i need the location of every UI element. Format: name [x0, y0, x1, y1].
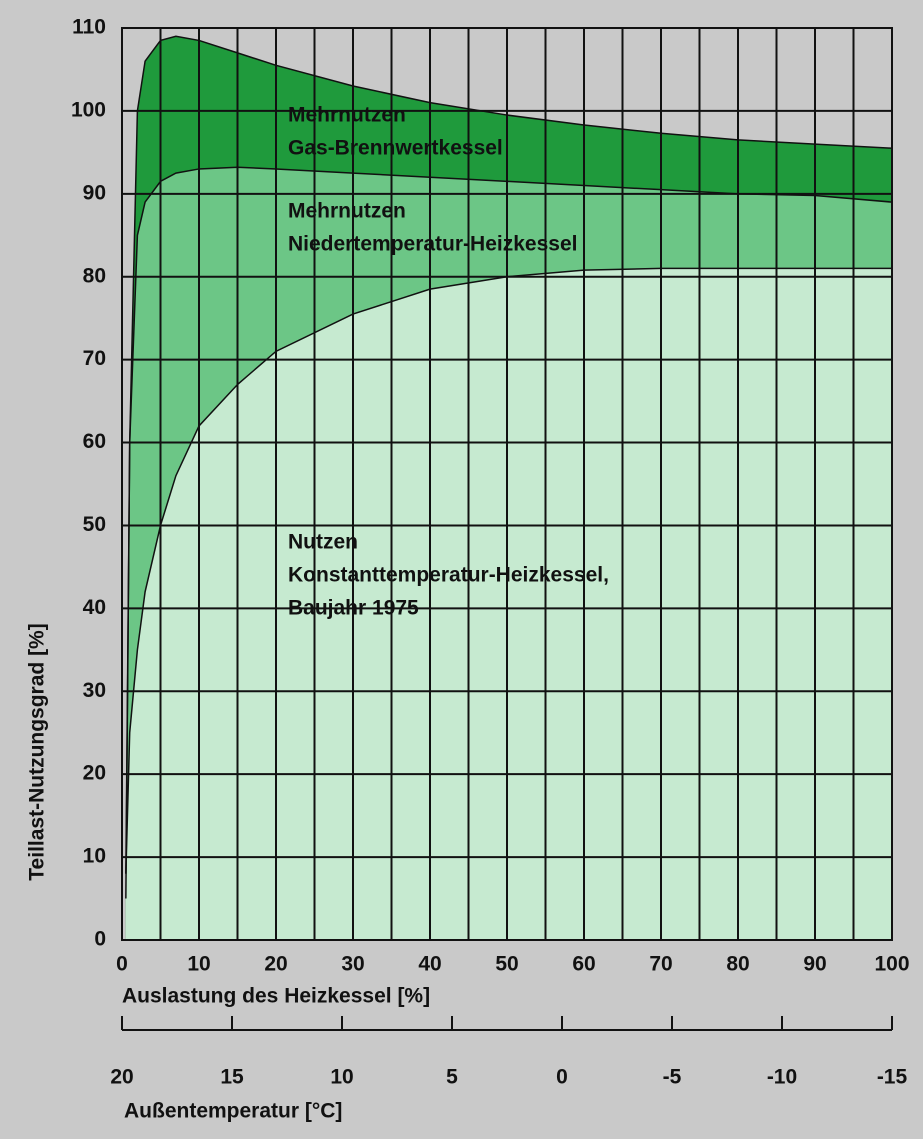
x-tick-label: 60	[572, 953, 595, 976]
y-tick-label: 110	[72, 16, 106, 39]
y-tick-label: 100	[71, 98, 106, 121]
y-tick-label: 90	[83, 181, 106, 204]
x-tick-label: 40	[418, 953, 441, 976]
x-tick-label: 100	[874, 953, 909, 976]
x2-tick-label: -10	[767, 1066, 797, 1089]
y-tick-label: 40	[83, 596, 106, 619]
area-outline	[125, 166, 893, 874]
x-tick-label: 70	[649, 953, 672, 976]
annotation: Niedertemperatur-Heizkessel	[288, 233, 577, 256]
x2-tick-label: 5	[446, 1066, 458, 1089]
annotation: Mehrnutzen	[288, 104, 406, 127]
x-axis-label: Auslastung des Heizkessel [%]	[122, 985, 430, 1008]
annotation: Gas-Brennwertkessel	[288, 137, 503, 160]
x2-tick-label: 15	[220, 1066, 244, 1089]
x2-tick-label: -15	[877, 1066, 908, 1089]
x2-tick-label: 10	[330, 1066, 353, 1089]
annotation: Mehrnutzen	[288, 200, 406, 223]
annotation: Baujahr 1975	[288, 597, 419, 620]
y-tick-label: 30	[83, 679, 106, 702]
annotation: Konstanttemperatur-Heizkessel,	[288, 564, 609, 587]
plot-border	[121, 27, 893, 941]
x2-tick-label: 20	[110, 1066, 133, 1089]
area-outline	[125, 267, 892, 874]
y-tick-label: 50	[83, 513, 106, 536]
area-outline	[125, 35, 893, 899]
y-tick-label: 10	[83, 845, 106, 868]
x-tick-label: 50	[495, 953, 518, 976]
x2-axis-label: Außentemperatur [°C]	[124, 1100, 342, 1123]
x-tick-label: 10	[187, 953, 210, 976]
y-tick-label: 60	[83, 430, 106, 453]
x2-tick-label: -5	[663, 1066, 682, 1089]
x-tick-label: 90	[803, 953, 826, 976]
annotation: Nutzen	[288, 531, 358, 554]
x2-tick-label: 0	[556, 1066, 568, 1089]
x-tick-label: 30	[341, 953, 364, 976]
y-axis-label: Teillast-Nutzungsgrad [%]	[26, 623, 49, 880]
y-tick-label: 0	[94, 928, 106, 951]
x-tick-label: 0	[116, 953, 128, 976]
x-tick-label: 20	[264, 953, 287, 976]
x-tick-label: 80	[726, 953, 749, 976]
y-tick-label: 20	[83, 762, 106, 785]
y-tick-label: 70	[83, 347, 106, 370]
y-tick-label: 80	[83, 264, 106, 287]
